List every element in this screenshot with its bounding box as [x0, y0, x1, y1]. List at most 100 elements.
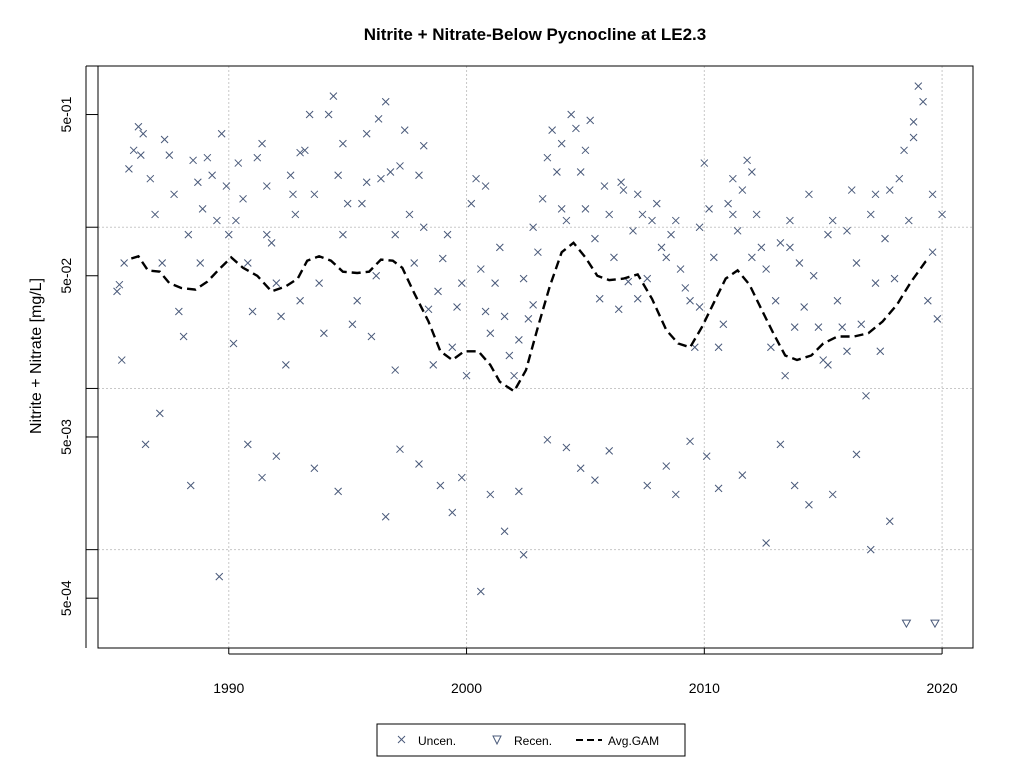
data-point: [253, 153, 262, 162]
data-point: [676, 265, 685, 273]
data-point: [400, 126, 409, 135]
data-point: [762, 539, 770, 547]
data-point: [890, 274, 899, 283]
data-point: [790, 481, 799, 490]
data-point: [519, 550, 528, 559]
data-point: [638, 210, 647, 219]
data-point: [614, 305, 623, 314]
data-point: [652, 199, 661, 208]
data-point: [881, 234, 889, 243]
data-point: [828, 490, 837, 499]
data-point: [305, 110, 314, 119]
data-point: [529, 300, 537, 309]
data-point: [286, 171, 295, 180]
data-point: [928, 190, 937, 199]
data-point: [481, 307, 490, 316]
data-point: [462, 371, 471, 380]
data-point: [824, 361, 832, 369]
data-point: [358, 199, 366, 208]
data-point: [329, 92, 338, 101]
data-point: [476, 587, 485, 596]
data-point: [334, 487, 343, 496]
data-point: [548, 126, 556, 135]
data-point: [339, 139, 347, 148]
data-point: [262, 182, 271, 190]
data-point: [232, 216, 240, 225]
recensored-points: [901, 619, 940, 629]
data-point: [258, 139, 266, 148]
data-point: [457, 473, 466, 482]
legend-gam-label: Avg.GAM: [608, 734, 659, 748]
data-point: [562, 443, 571, 452]
data-point: [595, 294, 604, 303]
data-point: [353, 296, 362, 305]
data-point: [391, 366, 400, 374]
data-point: [243, 259, 252, 267]
data-point: [805, 190, 813, 199]
data-point: [543, 435, 552, 444]
data-point: [289, 190, 297, 199]
data-point: [234, 159, 243, 167]
y-tick-label: 5e-03: [58, 419, 74, 455]
data-point: [396, 162, 404, 170]
data-point: [529, 223, 537, 232]
data-point: [748, 168, 756, 176]
data-point: [362, 129, 371, 138]
data-point: [486, 490, 495, 499]
data-point: [748, 253, 756, 262]
data-point: [795, 259, 804, 267]
data-point: [728, 210, 737, 219]
data-point: [700, 159, 709, 167]
x-tick-label: 1990: [213, 680, 244, 696]
plot-frame: [97, 65, 974, 649]
data-point: [500, 527, 509, 536]
data-point: [481, 182, 490, 190]
data-point: [396, 445, 404, 454]
grid: [98, 66, 973, 648]
data-point: [436, 481, 445, 490]
data-point: [909, 133, 918, 142]
data-point: [419, 223, 428, 232]
data-point: [372, 271, 381, 280]
data-point: [809, 271, 818, 280]
data-point: [843, 347, 851, 356]
data-point: [158, 259, 167, 267]
data-point: [405, 210, 414, 219]
data-point: [377, 174, 385, 183]
data-point: [624, 277, 633, 286]
data-point: [709, 253, 718, 262]
data-point: [581, 146, 590, 155]
data-point: [189, 156, 197, 165]
data-point: [695, 223, 704, 232]
data-point: [438, 254, 447, 263]
data-point: [728, 174, 737, 183]
data-point: [705, 204, 713, 213]
data-point: [752, 210, 761, 219]
data-point: [134, 122, 143, 131]
data-point: [586, 116, 595, 125]
data-point: [272, 279, 281, 287]
data-point: [919, 97, 927, 106]
data-point: [904, 216, 913, 225]
data-point: [724, 199, 732, 208]
data-point: [115, 280, 124, 289]
data-point: [895, 174, 904, 183]
data-point: [165, 151, 174, 159]
uncensored-points: [113, 82, 946, 596]
data-point: [381, 512, 390, 521]
data-point: [310, 464, 319, 473]
y-tick-label: 5e-02: [58, 258, 74, 294]
legend-box: [376, 723, 686, 757]
data-point: [928, 248, 937, 257]
data-point: [852, 259, 861, 267]
data-point: [203, 153, 212, 162]
data-point: [562, 216, 571, 225]
data-point: [933, 315, 942, 323]
data-point: [186, 481, 195, 490]
data-point: [643, 274, 652, 283]
data-point: [790, 323, 799, 331]
legend-recen-label: Recen.: [514, 734, 552, 748]
data-point: [538, 194, 547, 203]
data-point: [843, 226, 851, 235]
